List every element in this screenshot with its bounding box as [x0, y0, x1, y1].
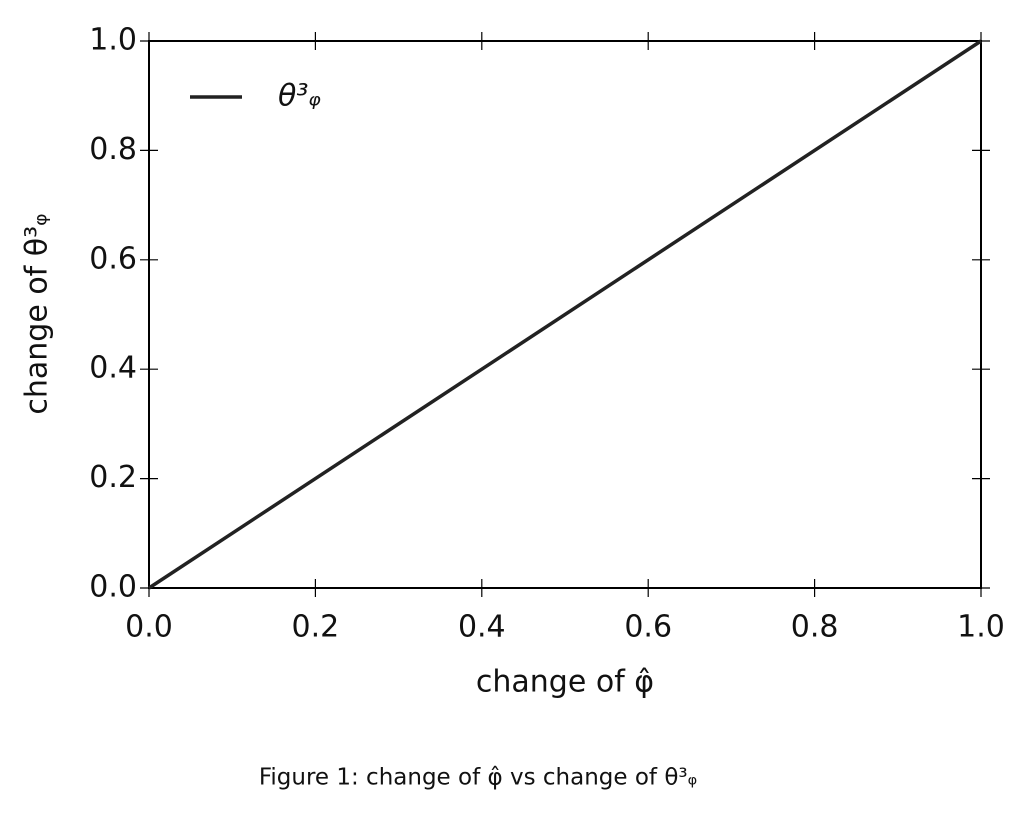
x-tick-label: 0.8: [791, 610, 839, 645]
legend-label: θ³ᵩ: [278, 79, 321, 114]
plot-frame: [148, 40, 982, 589]
y-tick-label: 0.2: [89, 460, 137, 495]
x-tick-label: 1.0: [957, 610, 1005, 645]
x-axis-label: change of φ̂: [476, 665, 654, 700]
y-axis-label: change of θ³ᵩ: [20, 213, 55, 414]
x-tick-label: 0.2: [292, 610, 340, 645]
y-tick-label: 0.4: [89, 351, 137, 386]
line: [148, 39, 982, 590]
y-tick-label: 1.0: [89, 23, 137, 58]
y-tick-label: 0.0: [89, 570, 137, 605]
y-tick-label: 0.6: [89, 241, 137, 276]
x-tick-label: 0.0: [125, 610, 173, 645]
x-tick-label: 0.4: [458, 610, 506, 645]
x-tick-label: 0.6: [624, 610, 672, 645]
y-tick-label: 0.8: [89, 132, 137, 167]
figure-caption: Figure 1: change of φ̂ vs change of θ³ᵩ: [259, 765, 697, 791]
